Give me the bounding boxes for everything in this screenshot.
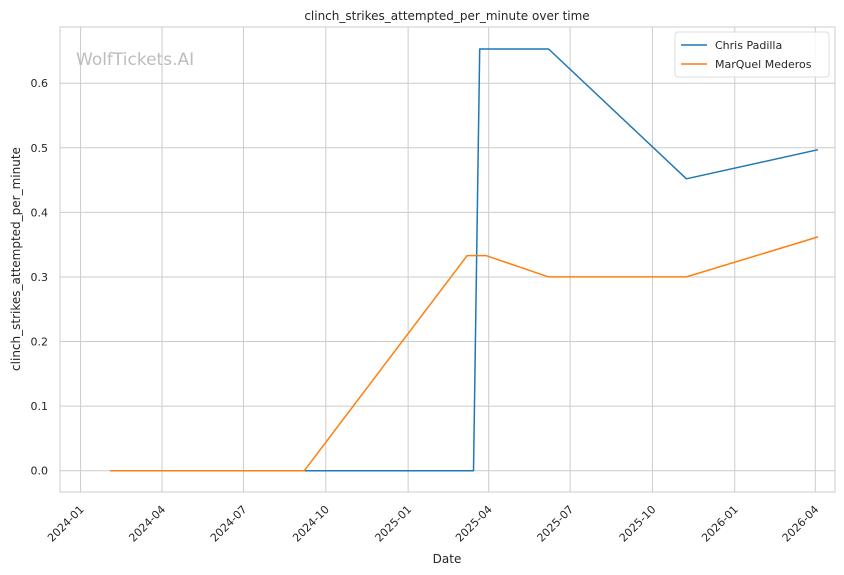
series-lines (110, 48, 819, 472)
watermark: WolfTickets.AI (76, 50, 194, 70)
y-tick-label: 0.2 (31, 336, 49, 349)
x-axis-label: Date (433, 552, 462, 566)
plot-frame (59, 26, 836, 493)
series-line-2 (110, 236, 819, 472)
y-tick-label: 0.5 (31, 142, 49, 155)
y-tick-label: 0.4 (31, 206, 49, 219)
legend-label: Chris Padilla (715, 39, 782, 52)
chart-title: clinch_strikes_attempted_per_minute over… (304, 9, 589, 23)
legend-box (674, 31, 830, 78)
legend-label: MarQuel Mederos (715, 58, 812, 71)
y-tick-label: 0.6 (31, 77, 49, 90)
y-tick-label: 0.1 (31, 400, 49, 413)
plot-area (60, 27, 835, 492)
y-axis-label: clinch_strikes_attempted_per_minute (9, 147, 23, 371)
series-line-1 (185, 48, 819, 472)
y-tick-label: 0.0 (31, 465, 49, 478)
y-tick-label: 0.3 (31, 271, 49, 284)
legend: Chris Padilla MarQuel Mederos (674, 31, 830, 78)
